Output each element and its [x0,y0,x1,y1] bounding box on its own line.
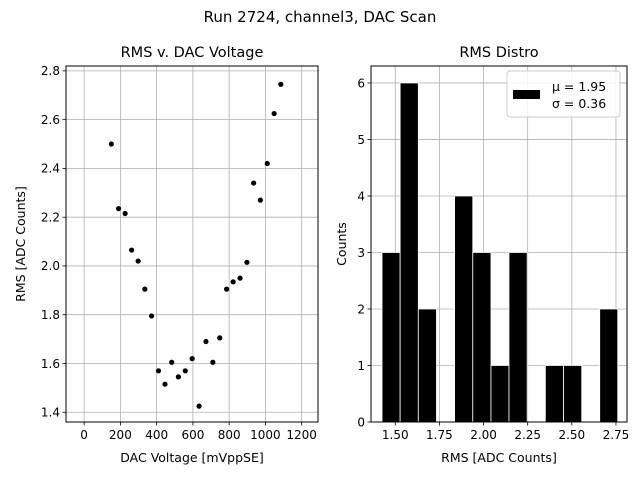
scatter-point [155,368,162,374]
legend-mean-text: μ = 1.95 [552,79,606,94]
x-tick-label: 2.75 [603,428,630,442]
scatter-point [189,356,195,362]
scatter-title: RMS v. DAC Voltage [121,45,264,61]
y-tick-label: 3 [357,246,365,260]
x-tick-label: 1.75 [426,428,453,442]
histogram-bars [381,82,619,423]
scatter-point [271,110,277,117]
histogram-bar [454,195,474,423]
scatter-point [108,141,114,147]
legend-swatch [513,90,540,99]
scatter-ticks: 0 200 400 600 800 1000 1200 1.4 1.6 1.8 2.0 2.2 2.4 2… [41,64,317,442]
histogram-panel: 1.50 1.75 2.00 2.25 2.50 2.75 0 1 2 3 4 5 6 RMS Dist… [334,45,629,465]
histogram-bar [544,365,564,423]
scatter-point [169,359,175,365]
histogram-ticks: 1.50 1.75 2.00 2.25 2.50 2.75 0 1 2 3 4 5 6 [357,76,629,442]
scatter-panel: 0 200 400 600 800 1000 1200 1.4 1.6 1.8 2.0 2.2 2.4 2… [13,45,319,465]
y-tick-label: 0 [357,415,365,429]
scatter-point [278,81,284,87]
histogram-bar [599,308,619,423]
y-tick-label: 2 [357,302,365,316]
scatter-point [244,259,250,265]
x-tick-label: 2.50 [558,428,585,442]
x-tick-label: 1.50 [382,428,409,442]
histogram-legend: μ = 1.95 σ = 0.36 [506,70,621,118]
x-tick-label: 800 [218,428,241,442]
scatter-point [210,359,216,365]
histogram-y-label: Counts [334,222,349,266]
x-tick-label: 600 [181,428,204,442]
scatter-y-label: RMS [ADC Counts] [13,186,28,302]
scatter-point [142,286,148,292]
scatter-axes-frame [65,65,319,423]
scatter-point [224,286,230,292]
scatter-points [108,81,284,409]
legend-sigma-text: σ = 0.36 [552,96,606,111]
figure-suptitle: Run 2724, channel3, DAC Scan [204,8,437,26]
y-tick-label: 6 [357,76,365,90]
scatter-point [251,180,257,186]
scatter-grid [66,66,318,422]
y-tick-label: 1 [357,359,365,373]
scatter-point [264,160,270,167]
histogram-bar [508,252,528,423]
y-tick-label: 2.0 [41,259,60,273]
scatter-point [162,381,168,387]
y-tick-label: 2.2 [41,210,60,224]
y-tick-label: 1.4 [41,406,60,420]
histogram-title: RMS Distro [459,45,538,61]
x-tick-label: 200 [109,428,132,442]
scatter-point [129,247,135,253]
histogram-bar [399,82,419,423]
scatter-point [115,206,122,212]
x-tick-label: 2.25 [514,428,541,442]
scatter-point [196,403,202,409]
y-tick-label: 2.6 [41,113,60,127]
x-tick-label: 1000 [250,428,281,442]
histogram-bar [417,308,437,423]
x-tick-label: 0 [80,428,88,442]
scatter-point [237,275,243,281]
histogram-bar [381,252,401,423]
y-tick-label: 2.8 [41,64,60,78]
x-tick-label: 1200 [286,428,317,442]
scatter-point [203,338,209,345]
scatter-point [175,374,182,380]
histogram-bar [490,365,510,423]
scatter-x-label: DAC Voltage [mVppSE] [120,450,263,465]
scatter-point [135,258,141,264]
scatter-point [230,279,236,285]
x-tick-label: 2.00 [470,428,497,442]
scatter-point [217,335,223,341]
y-tick-label: 4 [357,189,365,203]
histogram-x-label: RMS [ADC Counts] [441,450,557,465]
histogram-bar [563,365,583,423]
histogram-bar [472,252,492,423]
y-tick-label: 5 [357,133,365,147]
x-tick-label: 400 [145,428,168,442]
y-tick-label: 2.4 [41,162,60,176]
histogram-axes-frame [370,65,628,423]
scatter-point [257,197,263,203]
legend-box [506,70,621,118]
scatter-point [148,313,155,319]
scatter-point [182,368,188,374]
y-tick-label: 1.6 [41,357,60,371]
y-tick-label: 1.8 [41,308,60,322]
scatter-point [122,210,128,217]
